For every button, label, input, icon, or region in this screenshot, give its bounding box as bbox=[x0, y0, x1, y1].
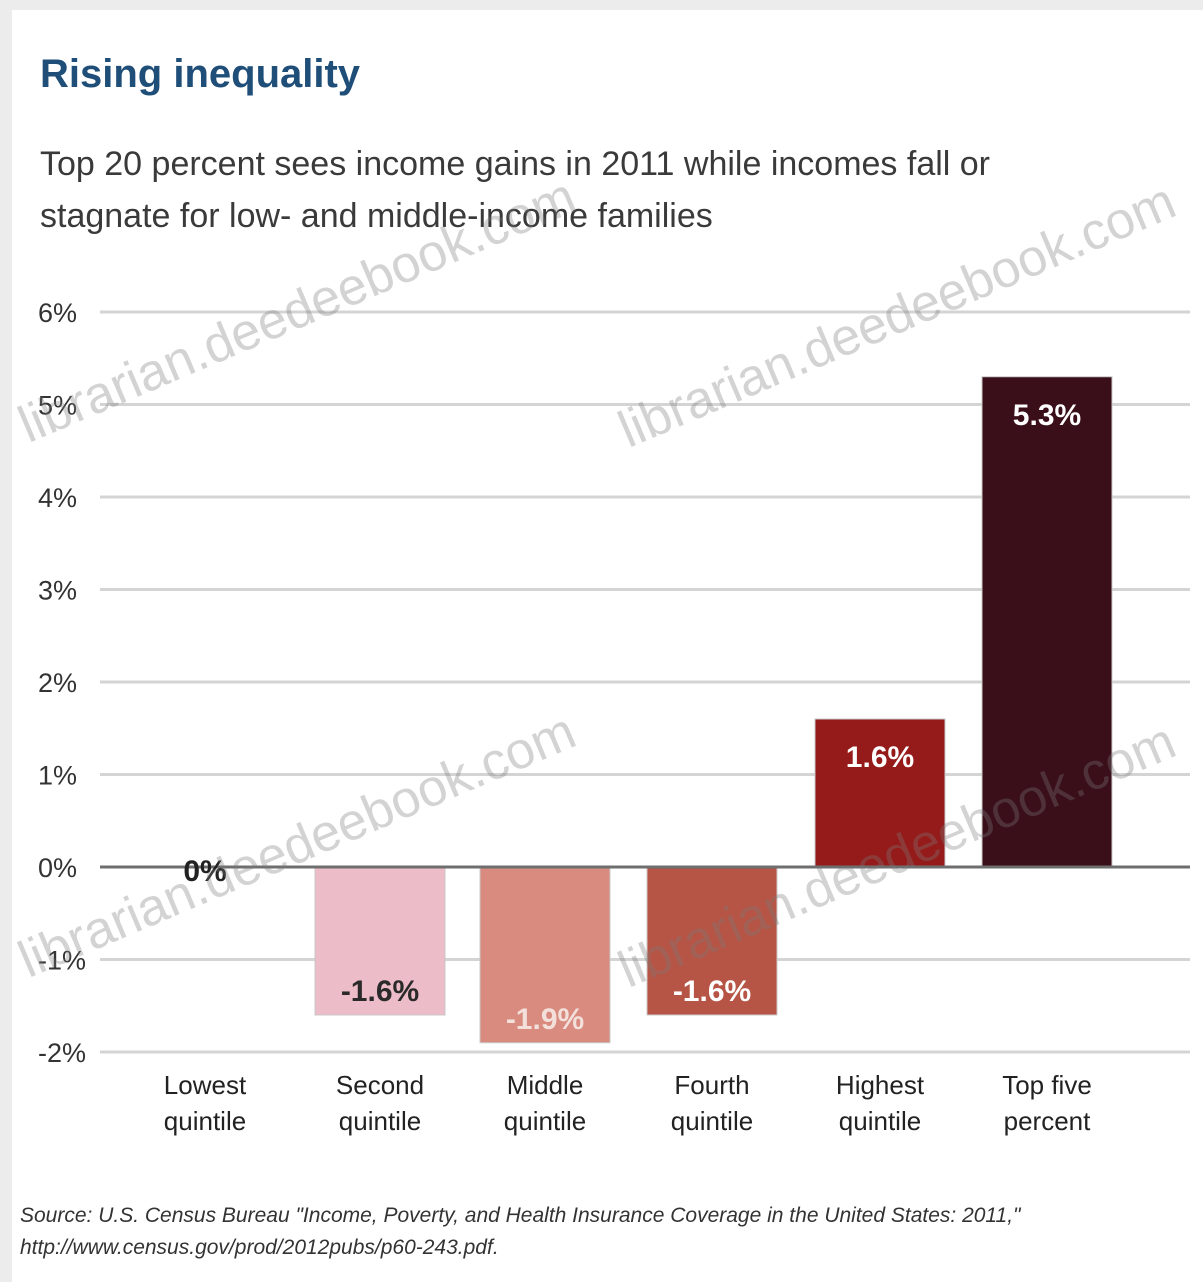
category-label: percent bbox=[1004, 1106, 1091, 1136]
category-label: Middle bbox=[507, 1070, 584, 1100]
bars bbox=[314, 376, 1113, 1044]
category-label: quintile bbox=[839, 1106, 921, 1136]
chart-subtitle: Top 20 percent sees income gains in 2011… bbox=[40, 145, 991, 235]
bar-chart: 6% 5% 4% 3% 2% 1% 0% -1% -2% 0% -1.6% -1.9% -1.6% 1.… bbox=[38, 298, 1190, 1136]
chart-title: Rising inequality bbox=[40, 52, 361, 96]
bar bbox=[814, 718, 946, 868]
y-tick-label: 2% bbox=[38, 668, 77, 698]
y-tick-label: -2% bbox=[38, 1038, 86, 1068]
data-label: 1.6% bbox=[846, 741, 914, 774]
y-tick-label: 1% bbox=[38, 761, 77, 791]
bar bbox=[981, 376, 1113, 868]
data-label: -1.6% bbox=[341, 975, 419, 1008]
bar bbox=[479, 866, 611, 1044]
data-label: -1.6% bbox=[673, 975, 751, 1008]
y-tick-label: 4% bbox=[38, 483, 77, 513]
y-tick-label: 6% bbox=[38, 298, 77, 328]
category-label: quintile bbox=[339, 1106, 421, 1136]
category-label: Fourth bbox=[674, 1070, 749, 1100]
y-tick-label: 0% bbox=[38, 853, 77, 883]
data-label: -1.9% bbox=[506, 1003, 584, 1036]
y-tick-label: 5% bbox=[38, 391, 77, 421]
category-label: Highest bbox=[836, 1070, 925, 1100]
category-label: Lowest bbox=[164, 1070, 247, 1100]
category-labels: Lowest quintile Second quintile Middle quinti… bbox=[164, 1070, 1092, 1136]
category-label: quintile bbox=[671, 1106, 753, 1136]
y-tick-label: -1% bbox=[38, 946, 86, 976]
y-tick-label: 3% bbox=[38, 576, 77, 606]
category-label: quintile bbox=[164, 1106, 246, 1136]
category-label: quintile bbox=[504, 1106, 586, 1136]
y-axis-ticks: 6% 5% 4% 3% 2% 1% 0% -1% -2% bbox=[38, 298, 86, 1068]
source-note: Source: U.S. Census Bureau "Income, Pove… bbox=[20, 1204, 1021, 1259]
data-labels: 0% -1.6% -1.9% -1.6% 1.6% 5.3% bbox=[183, 399, 1081, 1036]
data-label: 0% bbox=[183, 855, 226, 888]
bar bbox=[646, 866, 778, 1016]
category-label: Second bbox=[336, 1070, 424, 1100]
data-label: 5.3% bbox=[1013, 399, 1081, 432]
category-label: Top five bbox=[1002, 1070, 1092, 1100]
bar bbox=[314, 866, 446, 1016]
